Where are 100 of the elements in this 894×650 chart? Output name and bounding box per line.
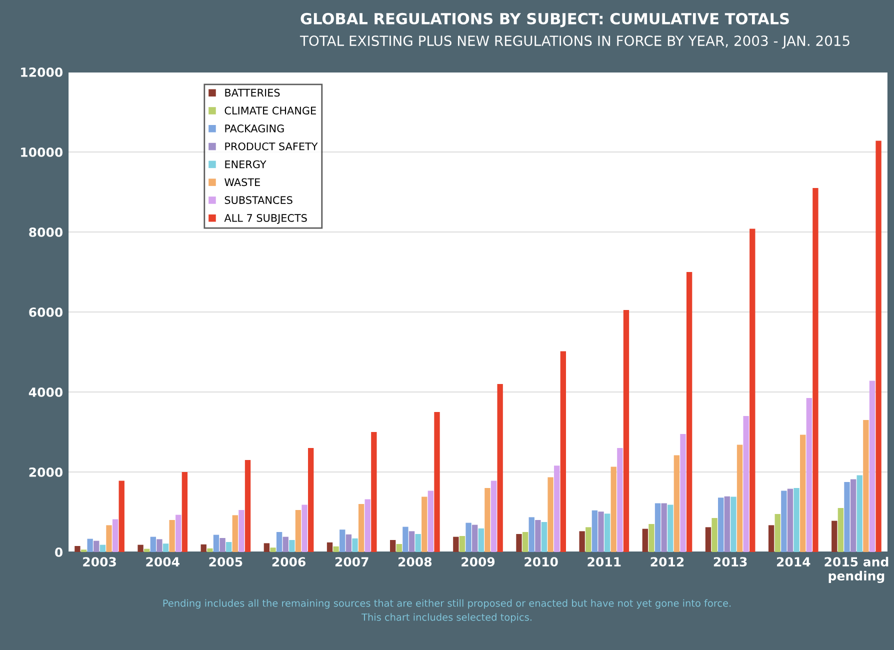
bar	[340, 530, 346, 552]
bar	[144, 548, 150, 552]
y-tick-label: 12000	[21, 67, 63, 77]
bar	[712, 518, 718, 552]
bar	[743, 416, 749, 552]
bar	[453, 536, 459, 552]
bar	[812, 188, 818, 552]
bar	[176, 514, 182, 552]
chart-subtitle: TOTAL EXISTING PLUS NEW REGULATIONS IN FORCE BY YEAR, 2003 - JAN. 2015	[300, 36, 850, 49]
bar	[112, 519, 118, 552]
bar	[138, 544, 144, 552]
bar	[844, 482, 850, 552]
bar	[100, 544, 106, 552]
legend-label: CLIMATE CHANGE	[224, 106, 316, 115]
bar	[522, 532, 528, 552]
bar	[806, 398, 812, 552]
y-tick-label: 8000	[29, 227, 63, 237]
bar	[415, 534, 421, 552]
bar	[408, 531, 415, 552]
bar	[390, 540, 396, 552]
bar	[156, 539, 162, 552]
bar	[346, 534, 352, 552]
bar	[869, 380, 876, 552]
x-tick-label: 2005	[209, 557, 242, 567]
bar	[876, 140, 882, 552]
bar	[364, 499, 370, 552]
bar	[850, 479, 856, 552]
x-tick-label: 2010	[524, 557, 558, 567]
bar	[516, 534, 522, 552]
bar	[654, 503, 661, 552]
bar	[541, 522, 548, 552]
bar	[302, 504, 308, 552]
bar	[787, 488, 794, 552]
legend-label: ALL 7 SUBJECTS	[224, 214, 307, 224]
bar	[478, 528, 484, 552]
y-tick-label: 4000	[28, 387, 63, 397]
x-tick-label: 2006	[272, 557, 306, 567]
bar	[402, 526, 408, 552]
bar	[800, 434, 806, 552]
text: Pending includes all the remaining sources that are either still proposed or enacted but have not yet gone into force.	[163, 599, 731, 609]
bar	[718, 498, 724, 552]
bar	[484, 488, 490, 552]
bar	[295, 510, 302, 552]
bar	[371, 432, 377, 552]
bar	[200, 544, 206, 552]
bar	[781, 490, 787, 552]
bar	[497, 384, 503, 552]
bar	[750, 228, 756, 552]
bar	[604, 514, 610, 552]
bar	[232, 515, 238, 552]
bar	[774, 514, 780, 552]
legend-label: PRODUCT SAFETY	[225, 142, 318, 150]
bar	[838, 508, 844, 552]
x-tick-label: 2009	[462, 557, 495, 567]
bar	[182, 472, 188, 552]
bar	[730, 496, 736, 552]
bar	[118, 480, 124, 552]
bar	[238, 510, 244, 552]
bar	[162, 544, 169, 552]
bar	[724, 496, 730, 552]
bar	[169, 520, 175, 552]
bar	[276, 532, 282, 552]
bar	[661, 503, 667, 552]
bar	[358, 504, 364, 552]
y-tick-label: 0	[55, 547, 63, 557]
bar	[579, 531, 585, 552]
bar	[422, 496, 428, 552]
bar	[289, 540, 295, 552]
y-tick-label: 6000	[29, 307, 63, 317]
bar	[308, 448, 314, 552]
bar	[466, 522, 472, 552]
bar	[623, 310, 630, 552]
bar	[598, 512, 604, 552]
bar	[459, 536, 466, 552]
x-tick-label: 2007	[335, 557, 368, 567]
x-tick-label: 2008	[398, 557, 432, 567]
x-tick-label: 2012	[650, 557, 684, 567]
bar	[705, 527, 712, 552]
bar	[674, 455, 680, 552]
x-tick-label: 2004	[146, 557, 180, 567]
bar	[74, 546, 80, 552]
bar	[94, 540, 100, 552]
x-tick-label: 2011	[588, 557, 621, 567]
bar	[333, 546, 339, 552]
x-tick-label: 2015 and pending	[824, 556, 888, 584]
bar	[428, 490, 434, 552]
bar	[244, 460, 251, 552]
bar	[220, 538, 226, 552]
bar	[548, 477, 554, 552]
bar	[592, 510, 598, 552]
bar	[560, 351, 566, 552]
bar	[856, 475, 862, 552]
bar	[680, 434, 686, 552]
bar	[610, 466, 616, 552]
chart-title: GLOBAL REGULATIONS BY SUBJECT: CUMULATIVE TOTALS	[300, 12, 789, 28]
bar	[396, 544, 402, 552]
bar	[207, 548, 213, 552]
bar	[642, 528, 648, 552]
bar	[213, 534, 220, 552]
bar	[668, 504, 674, 552]
